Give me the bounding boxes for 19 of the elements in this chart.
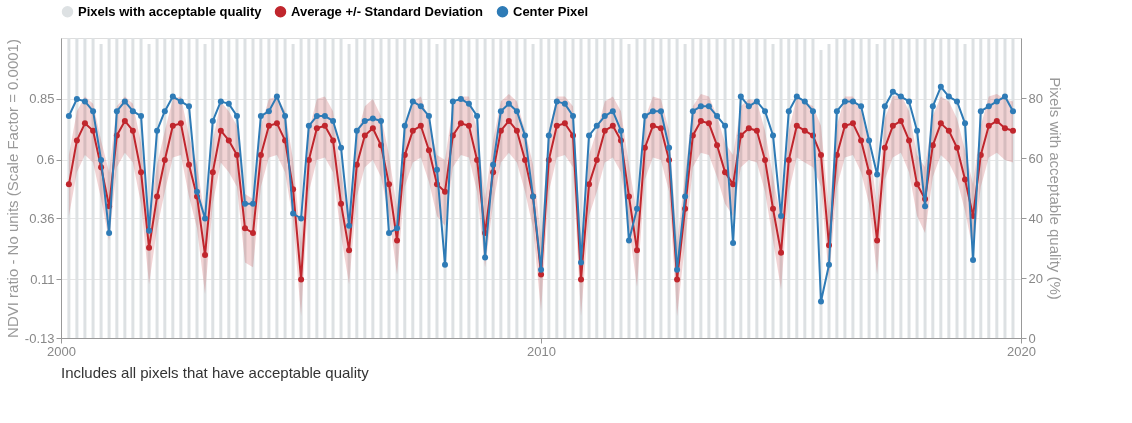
y-tick-label: 0.6 <box>36 152 55 168</box>
x-tick-label: 2020 <box>1007 343 1036 359</box>
y2-tick-label: 60 <box>1028 150 1043 166</box>
y-tick-label: 0.36 <box>29 210 55 226</box>
y2-axis-title: Pixels with acceptable quality (%) <box>1046 77 1064 300</box>
x-tick-label: 2000 <box>47 343 76 359</box>
y2-tick-label: 20 <box>1028 270 1043 286</box>
y2-tick-label: 0 <box>1028 330 1036 346</box>
legend-label: Pixels with acceptable quality <box>78 3 263 19</box>
y-axis-title: NDVI ratio - No units (Scale Factor = 0.0001) <box>3 39 21 338</box>
x-tick-label: 2010 <box>527 343 557 359</box>
y-tick-label: 0.85 <box>29 91 55 107</box>
legend-label: Average +/- Standard Deviation <box>291 3 484 19</box>
y-tick-label: -0.13 <box>24 330 55 346</box>
y2-tick-label: 80 <box>1028 90 1043 106</box>
y-tick-label: 0.11 <box>30 271 55 287</box>
y2-tick-label: 40 <box>1028 210 1043 226</box>
legend-label: Center Pixel <box>513 3 589 19</box>
text: Includes all pixels that have acceptable quality <box>61 364 370 381</box>
